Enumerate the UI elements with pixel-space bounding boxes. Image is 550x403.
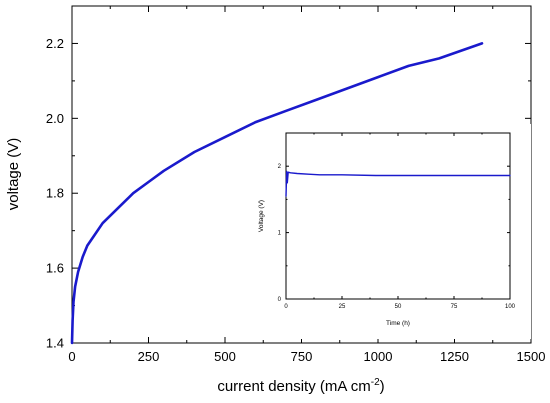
inset-y-tick-label: 1	[278, 231, 282, 237]
main-x-tick-label: 500	[214, 349, 236, 364]
inset-y-axis-title: Voltage (V)	[258, 200, 265, 232]
inset-y-tick-label: 0	[278, 297, 282, 303]
main-y-tick-label: 1.8	[46, 186, 64, 201]
inset-ticks: 0 25 50 75 100 0 1 2	[278, 133, 516, 310]
main-x-tick-label: 1250	[440, 349, 469, 364]
inset-series	[285, 170, 511, 197]
inset-x-tick-label: 100	[505, 304, 516, 310]
main-x-tick-label: 0	[68, 349, 75, 364]
main-y-tick-label: 1.6	[46, 261, 64, 276]
main-x-axis-title-suffix: )	[380, 378, 385, 395]
main-x-tick-label: 1000	[364, 349, 393, 364]
inset-x-tick-label: 50	[395, 304, 402, 310]
inset-series-line	[285, 170, 511, 197]
main-x-axis-title-sup: -2	[371, 377, 380, 388]
main-x-tick-label: 1500	[517, 349, 546, 364]
main-series	[70, 42, 484, 345]
inset-x-tick-label: 75	[451, 304, 458, 310]
inset-x-axis-title: Time (h)	[386, 320, 410, 327]
main-x-axis-title-text: current density (mA cm	[217, 378, 370, 395]
inset-y-tick-label: 2	[278, 164, 282, 170]
main-y-axis-title: voltage (V)	[5, 138, 22, 211]
inset-x-tick-label: 25	[339, 304, 346, 310]
main-y-tick-label: 1.4	[46, 336, 64, 351]
main-x-tick-label: 250	[138, 349, 160, 364]
inset-background	[256, 124, 531, 339]
inset-chart: 0 25 50 75 100 0 1 2 Voltage (V) Time (h)	[256, 124, 531, 339]
main-series-line	[70, 42, 484, 345]
main-y-tick-label: 2.2	[46, 36, 64, 51]
main-x-tick-label: 750	[291, 349, 313, 364]
inset-x-tick-label: 0	[284, 304, 288, 310]
main-x-axis-title: current density (mA cm-2)	[217, 377, 384, 395]
main-y-tick-label: 2.0	[46, 111, 64, 126]
